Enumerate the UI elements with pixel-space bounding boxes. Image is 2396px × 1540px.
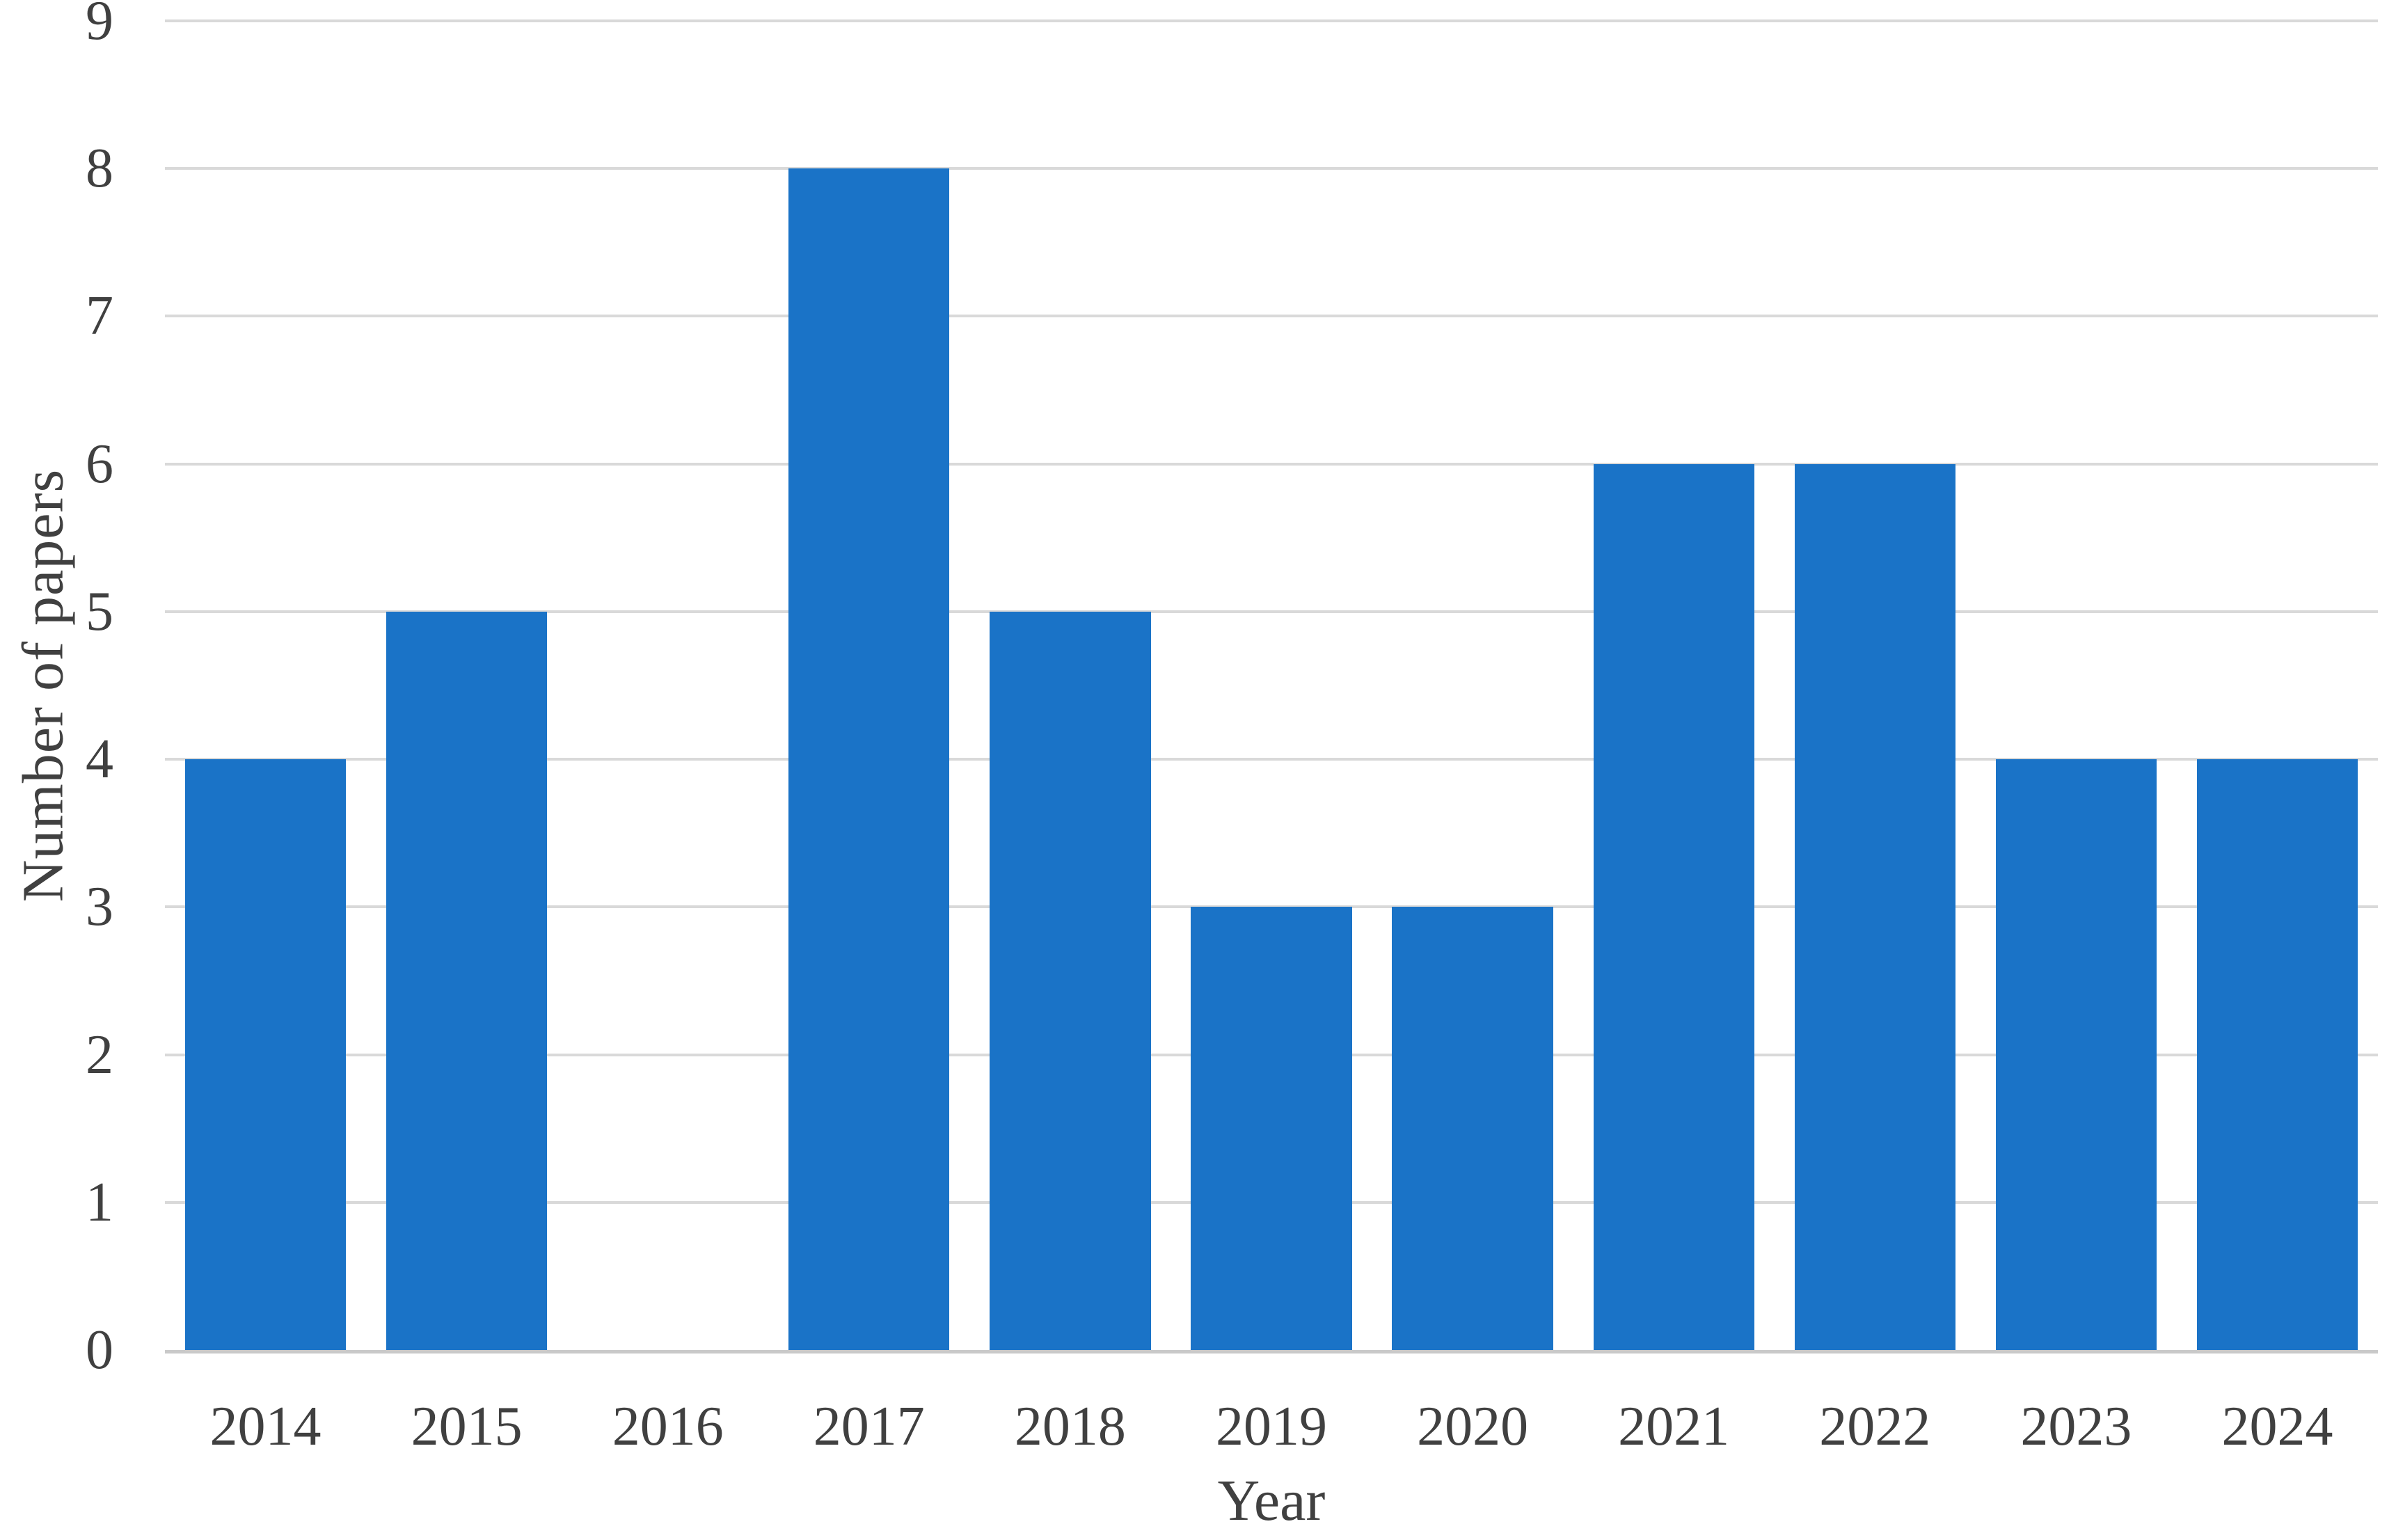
y-tick-label: 1 (86, 1171, 113, 1233)
x-tick-label: 2014 (209, 1396, 322, 1457)
x-tick-label: 2020 (1417, 1396, 1529, 1457)
bar-2017 (788, 168, 950, 1350)
y-tick-label: 9 (86, 0, 113, 51)
bar-2018 (990, 611, 1151, 1350)
y-tick-label: 0 (86, 1319, 113, 1381)
bar-2014 (184, 759, 347, 1350)
bar-2015 (386, 611, 548, 1350)
x-tick-label: 2021 (1618, 1396, 1730, 1457)
bar-2022 (1794, 463, 1955, 1350)
x-tick-label: 2023 (2020, 1396, 2132, 1457)
y-tick-label: 8 (86, 138, 113, 200)
y-axis-tick-labels: 0 1 2 3 4 5 6 7 8 9 (0, 0, 122, 1378)
x-tick-label: 2022 (1819, 1396, 1931, 1457)
x-tick-label: 2024 (2221, 1396, 2333, 1457)
gridline (165, 19, 2378, 22)
bar-2020 (1392, 907, 1553, 1350)
x-tick-label: 2016 (612, 1396, 724, 1457)
bar-2024 (2196, 759, 2358, 1350)
y-tick-label: 7 (86, 285, 113, 347)
y-tick-label: 4 (86, 729, 113, 791)
y-tick-label: 5 (86, 580, 113, 642)
x-tick-label: 2018 (1014, 1396, 1126, 1457)
gridline (165, 315, 2378, 318)
y-tick-label: 3 (86, 876, 113, 938)
x-tick-label: 2017 (813, 1396, 925, 1457)
bar-2021 (1593, 463, 1754, 1350)
gridline (165, 167, 2378, 170)
bar-2023 (1995, 759, 2157, 1350)
gridline (165, 610, 2378, 613)
x-axis-title: Year (1217, 1468, 1326, 1533)
x-axis-tick-labels: 2014 2015 2016 2017 2018 2019 2020 2021 2022 2023… (165, 1385, 2378, 1468)
x-tick-label: 2015 (411, 1396, 523, 1457)
y-tick-label: 2 (86, 1024, 113, 1086)
gridline (165, 758, 2378, 761)
bar-2019 (1191, 907, 1352, 1350)
y-tick-label: 6 (86, 433, 113, 495)
gridline (165, 462, 2378, 466)
plot-area (165, 19, 2378, 1354)
x-tick-label: 2019 (1215, 1396, 1327, 1457)
